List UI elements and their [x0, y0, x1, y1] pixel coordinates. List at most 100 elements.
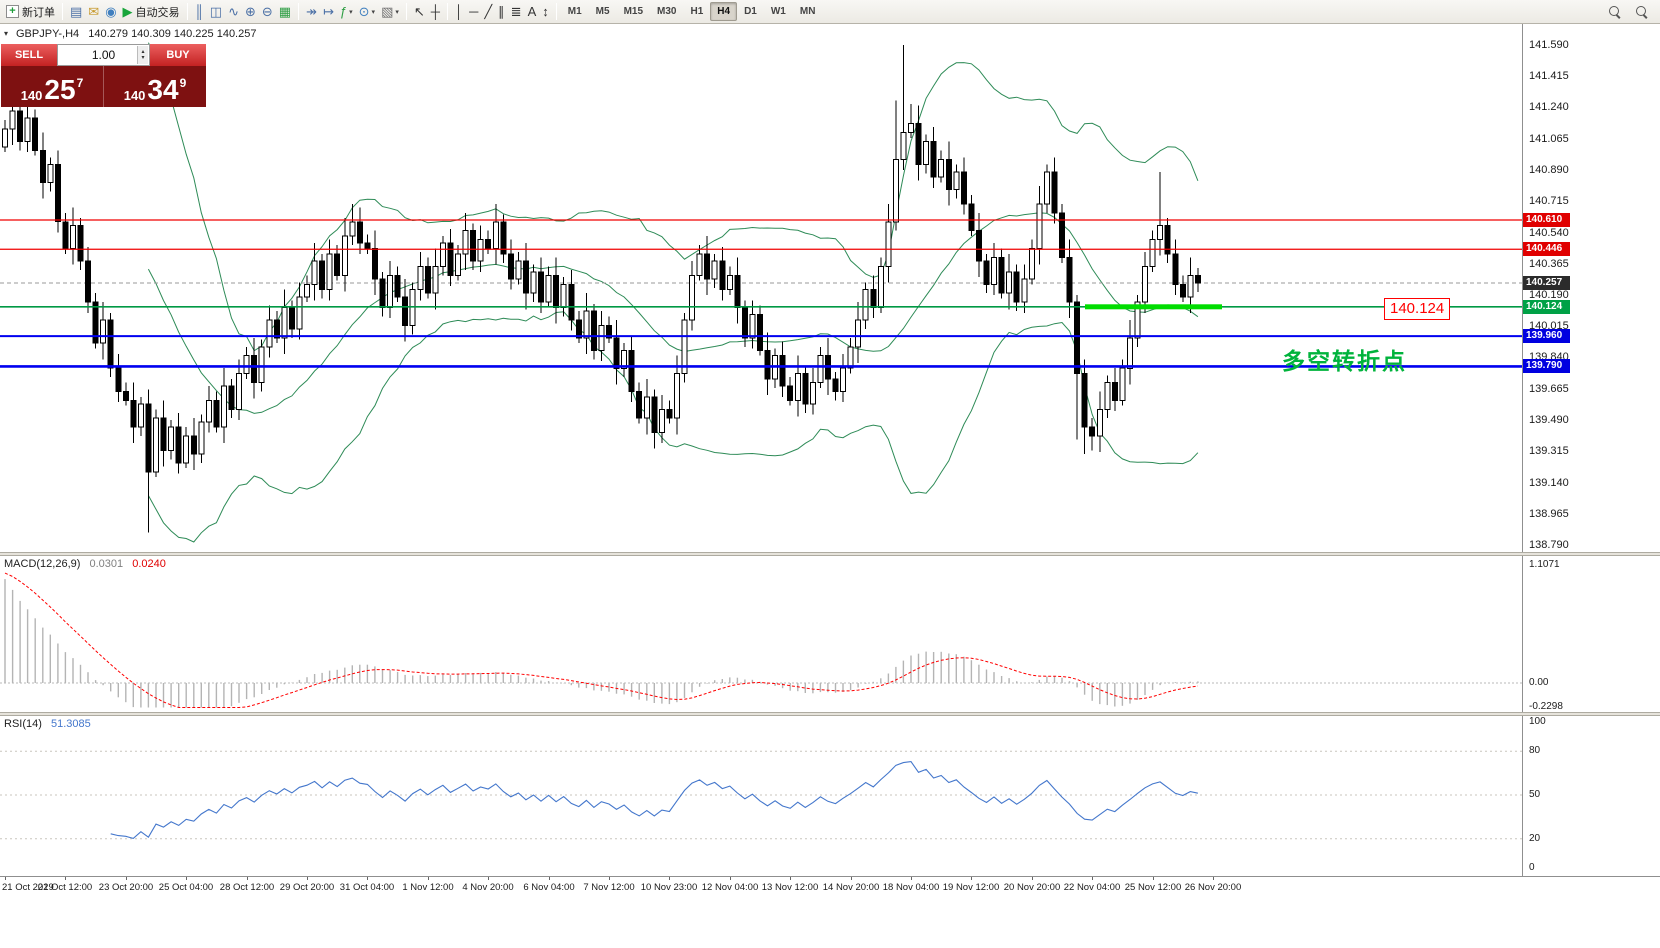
auto-scroll-button[interactable]: ↠ — [303, 2, 320, 22]
symbol-period-label: GBPJPY-,H4 — [16, 28, 80, 40]
chevron-down-icon[interactable]: ▾ — [349, 8, 353, 16]
bars-mode-button[interactable]: ║ — [192, 2, 207, 22]
time-axis-label: 29 Oct 20:00 — [279, 882, 335, 893]
timeframe-m30-button[interactable]: M30 — [657, 6, 677, 17]
fibonacci-icon: ≣ — [510, 4, 522, 19]
search-icon — [1608, 5, 1621, 18]
horizontal-line-button[interactable]: ─ — [466, 2, 481, 22]
sell-button[interactable]: SELL — [1, 44, 57, 66]
periods-button[interactable]: ⊙ ▾ — [356, 2, 378, 22]
timeframe-mn-button[interactable]: MN — [799, 6, 816, 17]
rsi-value: 51.3085 — [50, 718, 91, 730]
tile-windows-button[interactable]: ▦ — [276, 2, 294, 22]
price-tag-140.610: 140.610 — [1523, 213, 1570, 227]
macd-panel[interactable]: MACD(12,26,9) 0.0301 0.0240 1.1071 0.00 -0… — [0, 556, 1660, 712]
alerts-button[interactable]: ✉ — [85, 2, 102, 22]
price-axis-label: 140.540 — [1529, 227, 1569, 239]
main-chart-panel[interactable]: ▾ GBPJPY-,H4 140.279 140.309 140.225 140… — [0, 24, 1660, 552]
cursor-button[interactable]: ↖ — [411, 2, 428, 22]
chevron-down-icon[interactable]: ▾ — [371, 8, 376, 16]
text-icon: A — [527, 4, 537, 19]
crosshair-button[interactable]: ┼ — [428, 2, 443, 22]
one-click-toggle-icon[interactable]: ▾ — [4, 29, 9, 38]
panel-divider-macd[interactable] — [0, 552, 1660, 556]
timeframe-w1-button[interactable]: W1 — [770, 6, 786, 17]
price-callout[interactable]: 140.124 — [1384, 298, 1451, 320]
timeframe-m15-button[interactable]: M15 — [623, 6, 644, 17]
crosshair-icon: ┼ — [430, 4, 440, 19]
time-tick — [790, 877, 791, 880]
channel-button[interactable]: ∥ — [495, 2, 508, 22]
vertical-line-icon: │ — [455, 4, 464, 19]
time-tick — [911, 877, 912, 880]
horizontal-lines[interactable] — [0, 219, 1522, 368]
templates-button[interactable]: ▧ ▾ — [378, 2, 402, 22]
volume-stepper[interactable]: ▴ ▾ — [137, 46, 148, 64]
zoom-out-button[interactable]: ⊖ — [259, 2, 276, 22]
vertical-line-button[interactable]: │ — [452, 2, 466, 22]
time-axis-label: 22 Nov 04:00 — [1063, 882, 1121, 893]
timeframe-m1-button[interactable]: M1 — [567, 6, 582, 17]
rsi-panel[interactable]: RSI(14) 51.3085 100 80 50 20 0 — [0, 716, 1660, 874]
volume-input[interactable]: 1.00 ▴ ▾ — [57, 44, 150, 66]
indicators-button[interactable]: ƒ ▾ — [337, 2, 356, 22]
new-order-button[interactable]: + 新订单 — [3, 2, 58, 22]
macd-canvas — [0, 572, 1522, 708]
chart-window-icon: ▤ — [70, 4, 83, 19]
sell-price[interactable]: 140 25 7 — [1, 66, 104, 107]
arrows-button[interactable]: ↕ — [539, 2, 552, 22]
macd-histogram — [4, 579, 1199, 708]
buy-price[interactable]: 140 34 9 — [104, 66, 206, 107]
quick-nav-button[interactable] — [1632, 2, 1651, 22]
one-click-trading-panel: SELL 1.00 ▴ ▾ BUY 140 25 7 140 34 9 — [1, 44, 206, 107]
time-tick — [186, 877, 187, 880]
price-chart-canvas[interactable] — [0, 24, 1522, 552]
price-tag-140.124: 140.124 — [1523, 300, 1570, 314]
rsi-axis-label: 20 — [1529, 833, 1541, 844]
time-tick — [65, 877, 66, 880]
timeframe-m5-button[interactable]: M5 — [595, 6, 610, 17]
price-axis[interactable]: 141.590 141.415 141.240 141.065 140.890 140.7… — [0, 24, 1660, 552]
autotrading-button[interactable]: ▶ 自动交易 — [120, 2, 183, 22]
time-axis-label: 31 Oct 04:00 — [339, 882, 395, 893]
macd-signal-line — [4, 572, 1198, 708]
macd-label: MACD(12,26,9) 0.0301 0.0240 — [4, 558, 166, 570]
zoom-in-button[interactable]: ⊕ — [242, 2, 259, 22]
mail-icon: ✉ — [88, 4, 100, 19]
macd-axis[interactable]: 1.1071 0.00 -0.2298 — [0, 556, 1660, 712]
panel-divider-rsi[interactable] — [0, 712, 1660, 716]
price-axis-label: 141.065 — [1529, 133, 1569, 145]
price-axis-label: 140.890 — [1529, 164, 1569, 176]
time-axis[interactable]: 21 Oct 2019 22 Oct 12:00 23 Oct 20:00 25 Oc… — [0, 876, 1660, 902]
chart-shift-button[interactable]: ↦ — [320, 2, 337, 22]
timeframe-h4-button[interactable]: H4 — [710, 2, 738, 21]
price-axis-label: 139.140 — [1529, 477, 1569, 489]
community-button[interactable]: ◉ — [102, 2, 119, 22]
chevron-down-icon[interactable]: ▾ — [395, 8, 399, 16]
timeframe-h1-button[interactable]: H1 — [690, 6, 704, 17]
toolbar-separator — [298, 3, 300, 20]
buy-button[interactable]: BUY — [150, 44, 206, 66]
highlight-segment[interactable] — [1085, 304, 1222, 310]
trendline-button[interactable]: ╱ — [481, 2, 495, 22]
rsi-axis[interactable]: 100 80 50 20 0 — [0, 716, 1660, 874]
time-axis-label: 22 Oct 12:00 — [37, 882, 93, 893]
play-icon: ▶ — [122, 4, 133, 19]
zoom-out-icon: ⊖ — [261, 4, 273, 19]
toolbar: + 新订单 ▤ ✉ ◉ ▶ 自动交易 ║ ◫ ∿ ⊕ ⊖ ▦ ↠ ↦ ƒ ▾ ⊙ ▾ ▧ ▾ ↖ ┼ │ ─ ╱ ∥ ≣ A ↕ M1 M5 M… — [0, 0, 1660, 24]
fibonacci-button[interactable]: ≣ — [508, 2, 525, 22]
charts-button[interactable]: ▤ — [67, 2, 85, 22]
turning-point-note[interactable]: 多空转折点 — [1282, 348, 1407, 374]
cursor-icon: ↖ — [413, 4, 425, 19]
buy-price-point: 9 — [179, 76, 187, 90]
bid-ask-display: 140 25 7 140 34 9 — [1, 66, 206, 107]
candles-mode-button[interactable]: ◫ — [207, 2, 225, 22]
timeframe-d1-button[interactable]: D1 — [744, 6, 757, 17]
stepper-up-icon[interactable]: ▴ — [141, 49, 145, 55]
rsi-line — [110, 761, 1199, 840]
search-button[interactable] — [1605, 2, 1624, 22]
zoom-in-icon: ⊕ — [244, 4, 256, 19]
stepper-down-icon[interactable]: ▾ — [141, 55, 145, 61]
line-mode-button[interactable]: ∿ — [225, 2, 242, 22]
text-button[interactable]: A — [525, 2, 540, 22]
